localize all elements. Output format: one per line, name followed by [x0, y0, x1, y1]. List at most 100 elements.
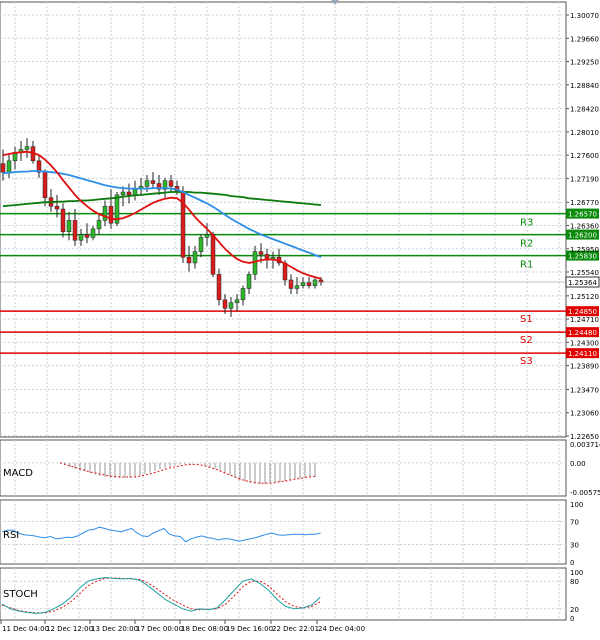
candle-bull	[192, 251, 198, 264]
level-tag-label: 1.26570	[568, 211, 597, 219]
candle-bull	[24, 146, 30, 150]
candle-bull	[312, 279, 318, 286]
candle-bear	[186, 257, 192, 264]
price-tick-label: 1.27190	[570, 175, 599, 183]
price-tick-label: 1.24710	[570, 316, 599, 324]
macd-signal-line	[59, 462, 316, 484]
rsi-tick-label: 30	[570, 542, 579, 550]
time-tick-label: 19 Dec 16:00	[226, 625, 273, 633]
stoch-tick-label: 100	[570, 569, 583, 577]
candle-bear	[126, 191, 132, 196]
level-tag-label: 1.24110	[568, 350, 597, 358]
level-name-s2: S2	[520, 335, 533, 346]
time-tick-label: 18 Dec 08:00	[181, 625, 228, 633]
price-tick-label: 1.30070	[570, 12, 599, 20]
macd-tick-label: -0.005752	[570, 489, 600, 497]
candle-bear	[84, 234, 90, 238]
moving-average-red	[2, 150, 322, 280]
time-tick-label: 22 Dec 22:01	[272, 625, 319, 633]
current-price-label: 1.25364	[568, 279, 597, 287]
price-tick-label: 1.24300	[570, 339, 599, 347]
price-tick-label: 1.26360	[570, 223, 599, 231]
level-tag-r3	[566, 208, 599, 219]
level-name-r2: R2	[520, 239, 533, 250]
stoch-tick-label: 20	[570, 606, 579, 614]
level-name-s3: S3	[520, 356, 533, 367]
candle-bull	[246, 274, 252, 289]
candle-bull	[240, 288, 246, 301]
price-tick-label: 1.28840	[570, 82, 599, 90]
scroll-marker-icon[interactable]	[331, 0, 339, 5]
time-tick-label: 11 Dec 04:00	[2, 625, 49, 633]
rsi-tick-label: 0	[570, 559, 574, 567]
rsi-axis: 100 70 30 0	[570, 501, 583, 567]
candle-bear	[108, 205, 114, 224]
price-tick-label: 1.26770	[570, 199, 599, 207]
moving-average-blue	[2, 170, 322, 259]
price-tick-label: 1.28420	[570, 106, 599, 114]
level-name-r1: R1	[520, 260, 533, 271]
candle-bear	[222, 299, 228, 309]
price-tick-label: 1.22650	[570, 433, 599, 441]
candle-bear	[54, 205, 60, 210]
time-tick-label: 12 Dec 12:00	[46, 625, 93, 633]
level-tag-label: 1.26200	[568, 232, 597, 240]
candle-bear	[0, 163, 6, 173]
time-tick-label: 17 Dec 00:00	[136, 625, 183, 633]
rsi-tick-label: 70	[570, 518, 579, 526]
stoch-tick-label: 80	[570, 578, 579, 586]
moving-average-green	[2, 191, 322, 208]
candle-bull	[114, 194, 120, 224]
candle-bull	[300, 282, 306, 286]
candle-bull	[78, 234, 84, 241]
stoch-grid	[0, 568, 566, 620]
price-tick-label: 1.25950	[570, 246, 599, 254]
stoch-tick-label: 0	[570, 615, 574, 623]
level-tag-s2	[566, 327, 599, 338]
candle-bull	[294, 285, 300, 289]
candle-bull	[90, 228, 96, 238]
price-tick-label: 1.25540	[570, 269, 599, 277]
candle-bull	[120, 191, 126, 196]
time-tick-label: 24 Dec 04:00	[318, 625, 365, 633]
rsi-grid	[0, 500, 566, 564]
stoch-k-line	[1, 576, 321, 614]
price-tick-label: 1.23470	[570, 386, 599, 394]
price-tick-label: 1.27600	[570, 152, 599, 160]
level-tag-label: 1.25830	[568, 253, 597, 261]
candle-bear	[168, 180, 174, 187]
candle-bull	[234, 299, 240, 303]
price-panel-frame	[0, 1, 567, 438]
price-tick-label: 1.23890	[570, 363, 599, 371]
macd-title: MACD	[3, 468, 33, 479]
candle-bull	[132, 188, 138, 196]
price-tick-label: 1.28010	[570, 129, 599, 137]
level-tag-s1	[566, 306, 599, 317]
level-tag-r2	[566, 229, 599, 240]
candle-bull	[162, 180, 168, 190]
rsi-panel: RSI 100 70 30 0	[0, 499, 583, 567]
candle-bull	[96, 220, 102, 230]
rsi-tick-label: 100	[570, 501, 583, 509]
price-panel: R3 1.26570 R2 1.26200 R1 1.25830 S1 1.24850 S2 1.…	[0, 0, 600, 441]
level-tag-r1	[566, 250, 599, 261]
candle-bull	[204, 234, 210, 238]
level-tag-label: 1.24850	[568, 308, 597, 316]
candle-bear	[306, 282, 312, 286]
candle-bull	[228, 302, 234, 309]
macd-histogram	[64, 462, 316, 485]
price-tick-label: 1.25120	[570, 293, 599, 301]
candle-bull	[66, 220, 72, 232]
level-name-s1: S1	[520, 314, 533, 325]
price-axis: 1.30070 1.29660 1.29250 1.28840 1.28420 1.280…	[566, 12, 599, 441]
candle-bull	[6, 160, 12, 173]
candle-bear	[36, 160, 42, 173]
candle-bull	[198, 237, 204, 252]
macd-tick-label: 0.003714	[570, 441, 600, 449]
macd-grid	[0, 440, 566, 496]
rsi-panel-frame	[0, 499, 567, 565]
candle-bear	[60, 208, 66, 232]
